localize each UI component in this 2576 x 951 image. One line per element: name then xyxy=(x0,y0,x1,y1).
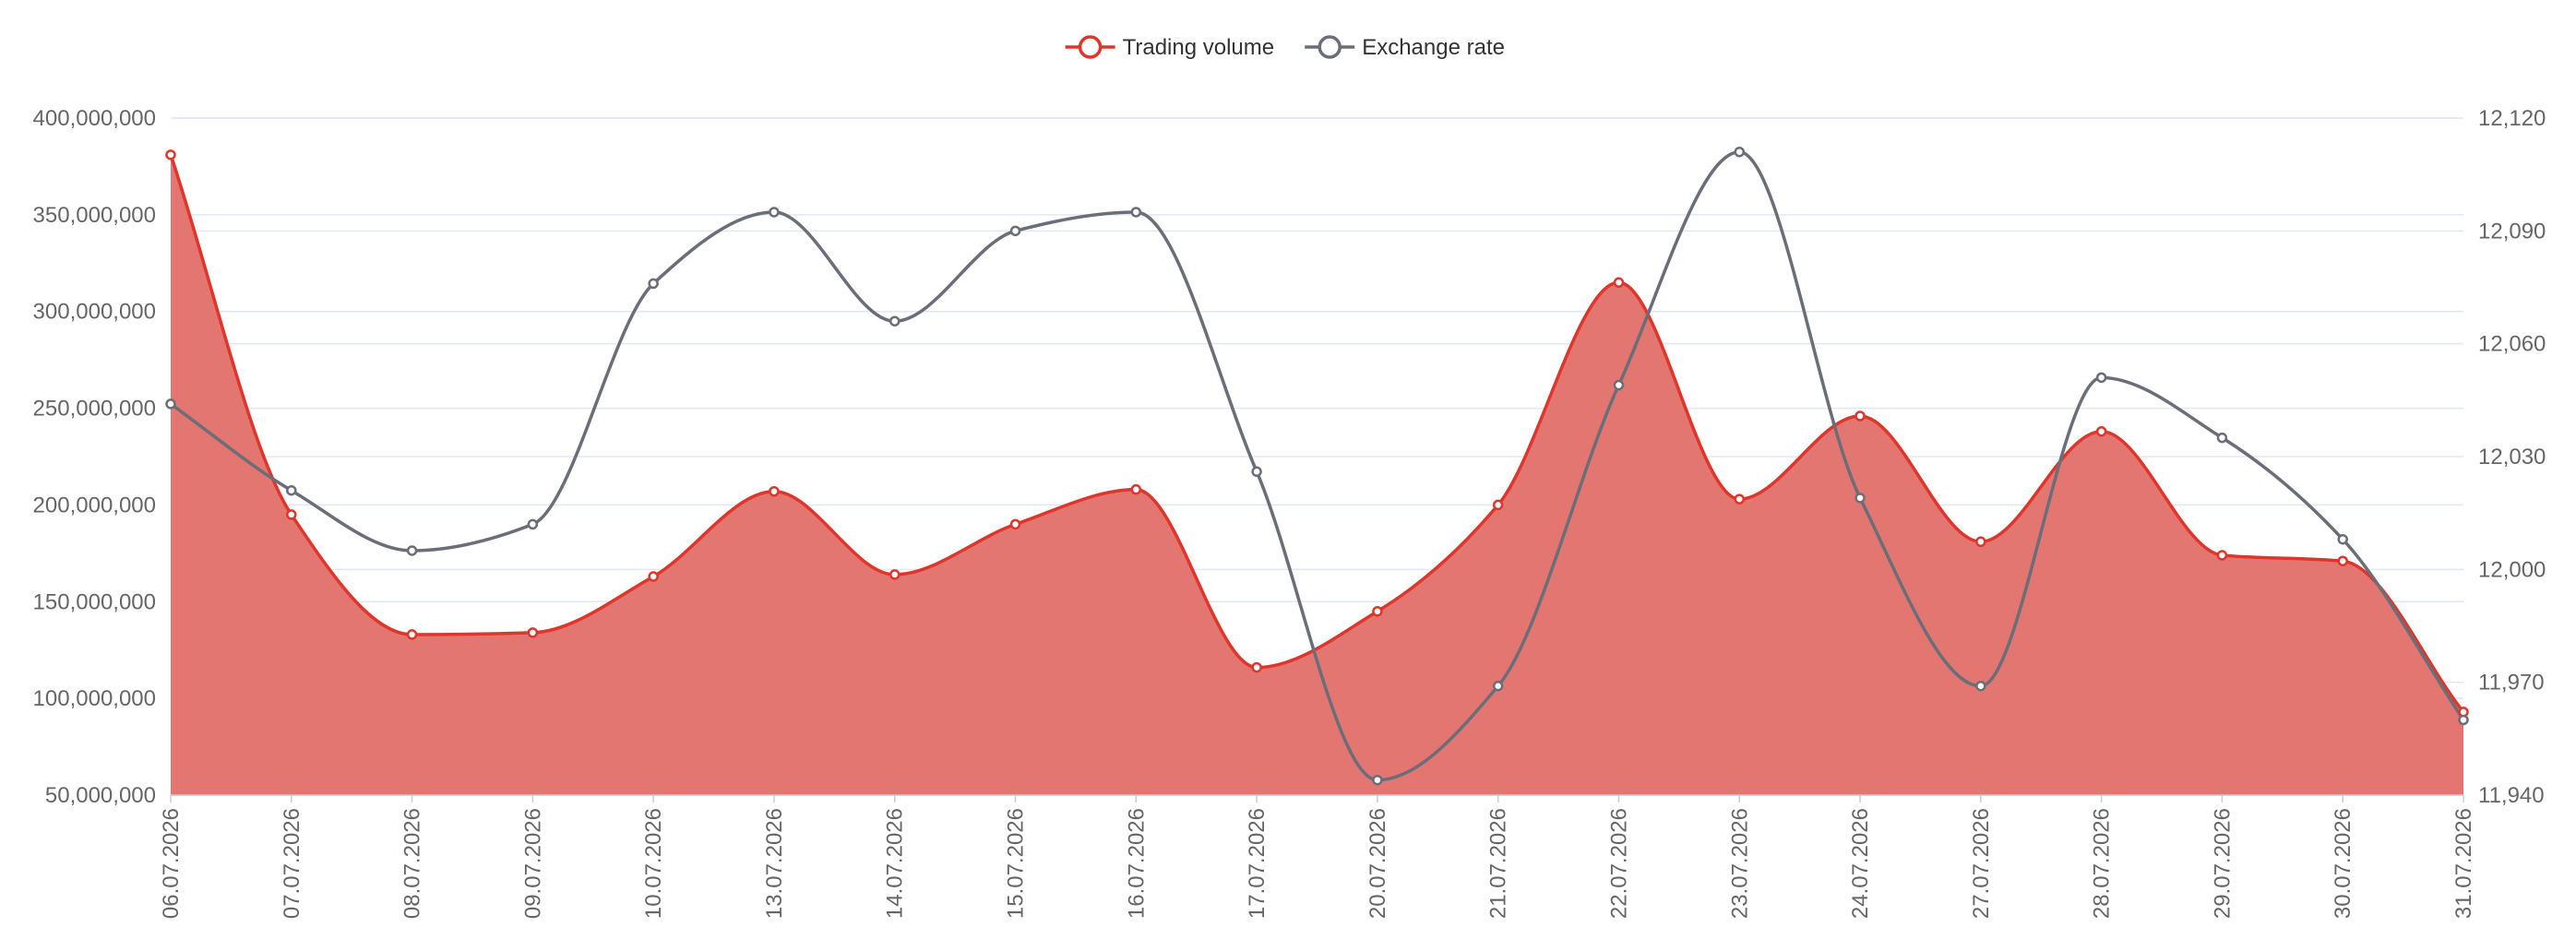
data-point-1-15 xyxy=(1975,680,1986,692)
data-point-1-13 xyxy=(1734,146,1746,158)
series-area-0 xyxy=(171,154,2463,796)
right-tick-label: 12,030 xyxy=(2478,445,2546,470)
data-point-1-1 xyxy=(286,484,297,496)
data-point-0-15 xyxy=(1975,536,1986,548)
right-tick-label: 12,090 xyxy=(2478,219,2546,244)
data-point-0-14 xyxy=(1854,410,1866,422)
right-tick-label: 12,000 xyxy=(2478,557,2546,582)
data-point-0-10 xyxy=(1372,606,1383,617)
x-tick-label: 30.07.2026 xyxy=(2331,808,2355,919)
data-point-1-18 xyxy=(2337,533,2348,545)
data-point-0-6 xyxy=(888,569,900,580)
data-point-1-19 xyxy=(2458,714,2469,726)
left-tick-label: 150,000,000 xyxy=(33,589,156,614)
x-tick-label: 24.07.2026 xyxy=(1848,808,1873,919)
right-tick-label: 12,060 xyxy=(2478,332,2546,357)
data-point-0-12 xyxy=(1613,277,1625,289)
legend-item-0[interactable]: Trading volume xyxy=(1065,35,1275,60)
left-tick-label: 300,000,000 xyxy=(33,300,156,325)
data-point-1-2 xyxy=(406,545,418,556)
left-tick-label: 250,000,000 xyxy=(33,397,156,422)
data-point-1-17 xyxy=(2216,432,2228,444)
data-point-0-17 xyxy=(2216,550,2228,561)
data-point-0-18 xyxy=(2337,555,2348,566)
data-point-0-3 xyxy=(527,627,539,638)
left-tick-label: 50,000,000 xyxy=(45,783,156,808)
trading-volume-area xyxy=(171,154,2463,796)
right-tick-label: 11,970 xyxy=(2478,671,2545,695)
x-tick-label: 23.07.2026 xyxy=(1727,808,1752,919)
data-point-1-9 xyxy=(1251,466,1262,478)
right-tick-label: 11,940 xyxy=(2478,783,2545,808)
left-tick-label: 350,000,000 xyxy=(33,203,156,228)
x-tick-label: 16.07.2026 xyxy=(1124,808,1149,919)
x-tick-label: 14.07.2026 xyxy=(883,808,908,919)
x-tick-label: 27.07.2026 xyxy=(1969,808,1994,919)
x-tick-label: 22.07.2026 xyxy=(1606,808,1631,919)
legend-circle-icon xyxy=(1318,35,1342,59)
x-tick-label: 07.07.2026 xyxy=(280,808,304,919)
x-tick-label: 31.07.2026 xyxy=(2451,808,2476,919)
x-tick-label: 15.07.2026 xyxy=(1004,808,1029,919)
left-tick-label: 400,000,000 xyxy=(33,106,156,131)
x-tick-label: 10.07.2026 xyxy=(641,808,666,919)
data-point-1-7 xyxy=(1009,225,1021,237)
data-point-0-16 xyxy=(2095,425,2107,437)
data-point-1-10 xyxy=(1372,774,1383,786)
data-point-0-13 xyxy=(1734,493,1746,505)
legend-label: Trading volume xyxy=(1123,35,1275,60)
data-point-1-6 xyxy=(888,315,900,327)
x-tick-label: 29.07.2026 xyxy=(2210,808,2235,919)
data-point-0-0 xyxy=(165,149,176,160)
data-point-0-2 xyxy=(406,629,418,640)
data-point-0-9 xyxy=(1251,661,1262,673)
x-tick-label: 28.07.2026 xyxy=(2090,808,2115,919)
x-tick-label: 13.07.2026 xyxy=(762,808,787,919)
data-point-1-8 xyxy=(1130,207,1142,218)
left-tick-label: 100,000,000 xyxy=(33,686,156,711)
data-point-1-3 xyxy=(527,518,539,530)
x-tick-label: 20.07.2026 xyxy=(1366,808,1390,919)
x-tick-label: 09.07.2026 xyxy=(520,808,545,919)
data-points xyxy=(165,146,2469,786)
data-point-0-7 xyxy=(1009,518,1021,530)
axes: 400,000,000 350,000,000 300,000,000 250,000… xyxy=(33,106,2546,919)
legend-label: Exchange rate xyxy=(1362,35,1505,60)
data-point-1-11 xyxy=(1492,680,1504,692)
data-point-0-11 xyxy=(1492,499,1504,511)
data-point-1-16 xyxy=(2095,372,2107,384)
x-tick-label: 06.07.2026 xyxy=(159,808,184,919)
right-tick-label: 12,120 xyxy=(2478,106,2546,131)
data-point-1-4 xyxy=(648,278,659,290)
data-point-0-1 xyxy=(286,509,297,520)
data-point-1-14 xyxy=(1854,493,1866,504)
legend-item-1[interactable]: Exchange rate xyxy=(1305,35,1505,60)
x-tick-label: 08.07.2026 xyxy=(400,808,425,919)
data-point-0-8 xyxy=(1130,483,1142,495)
x-tick-label: 17.07.2026 xyxy=(1245,808,1270,919)
x-tick-label: 21.07.2026 xyxy=(1486,808,1511,919)
left-tick-label: 200,000,000 xyxy=(33,493,156,517)
data-point-1-5 xyxy=(769,207,780,218)
data-point-0-4 xyxy=(648,571,659,582)
data-point-1-12 xyxy=(1613,379,1625,391)
legend: Trading volume Exchange rate xyxy=(1065,35,1505,60)
data-point-0-5 xyxy=(769,485,780,497)
data-point-1-0 xyxy=(165,398,176,410)
legend-circle-icon xyxy=(1078,35,1103,59)
